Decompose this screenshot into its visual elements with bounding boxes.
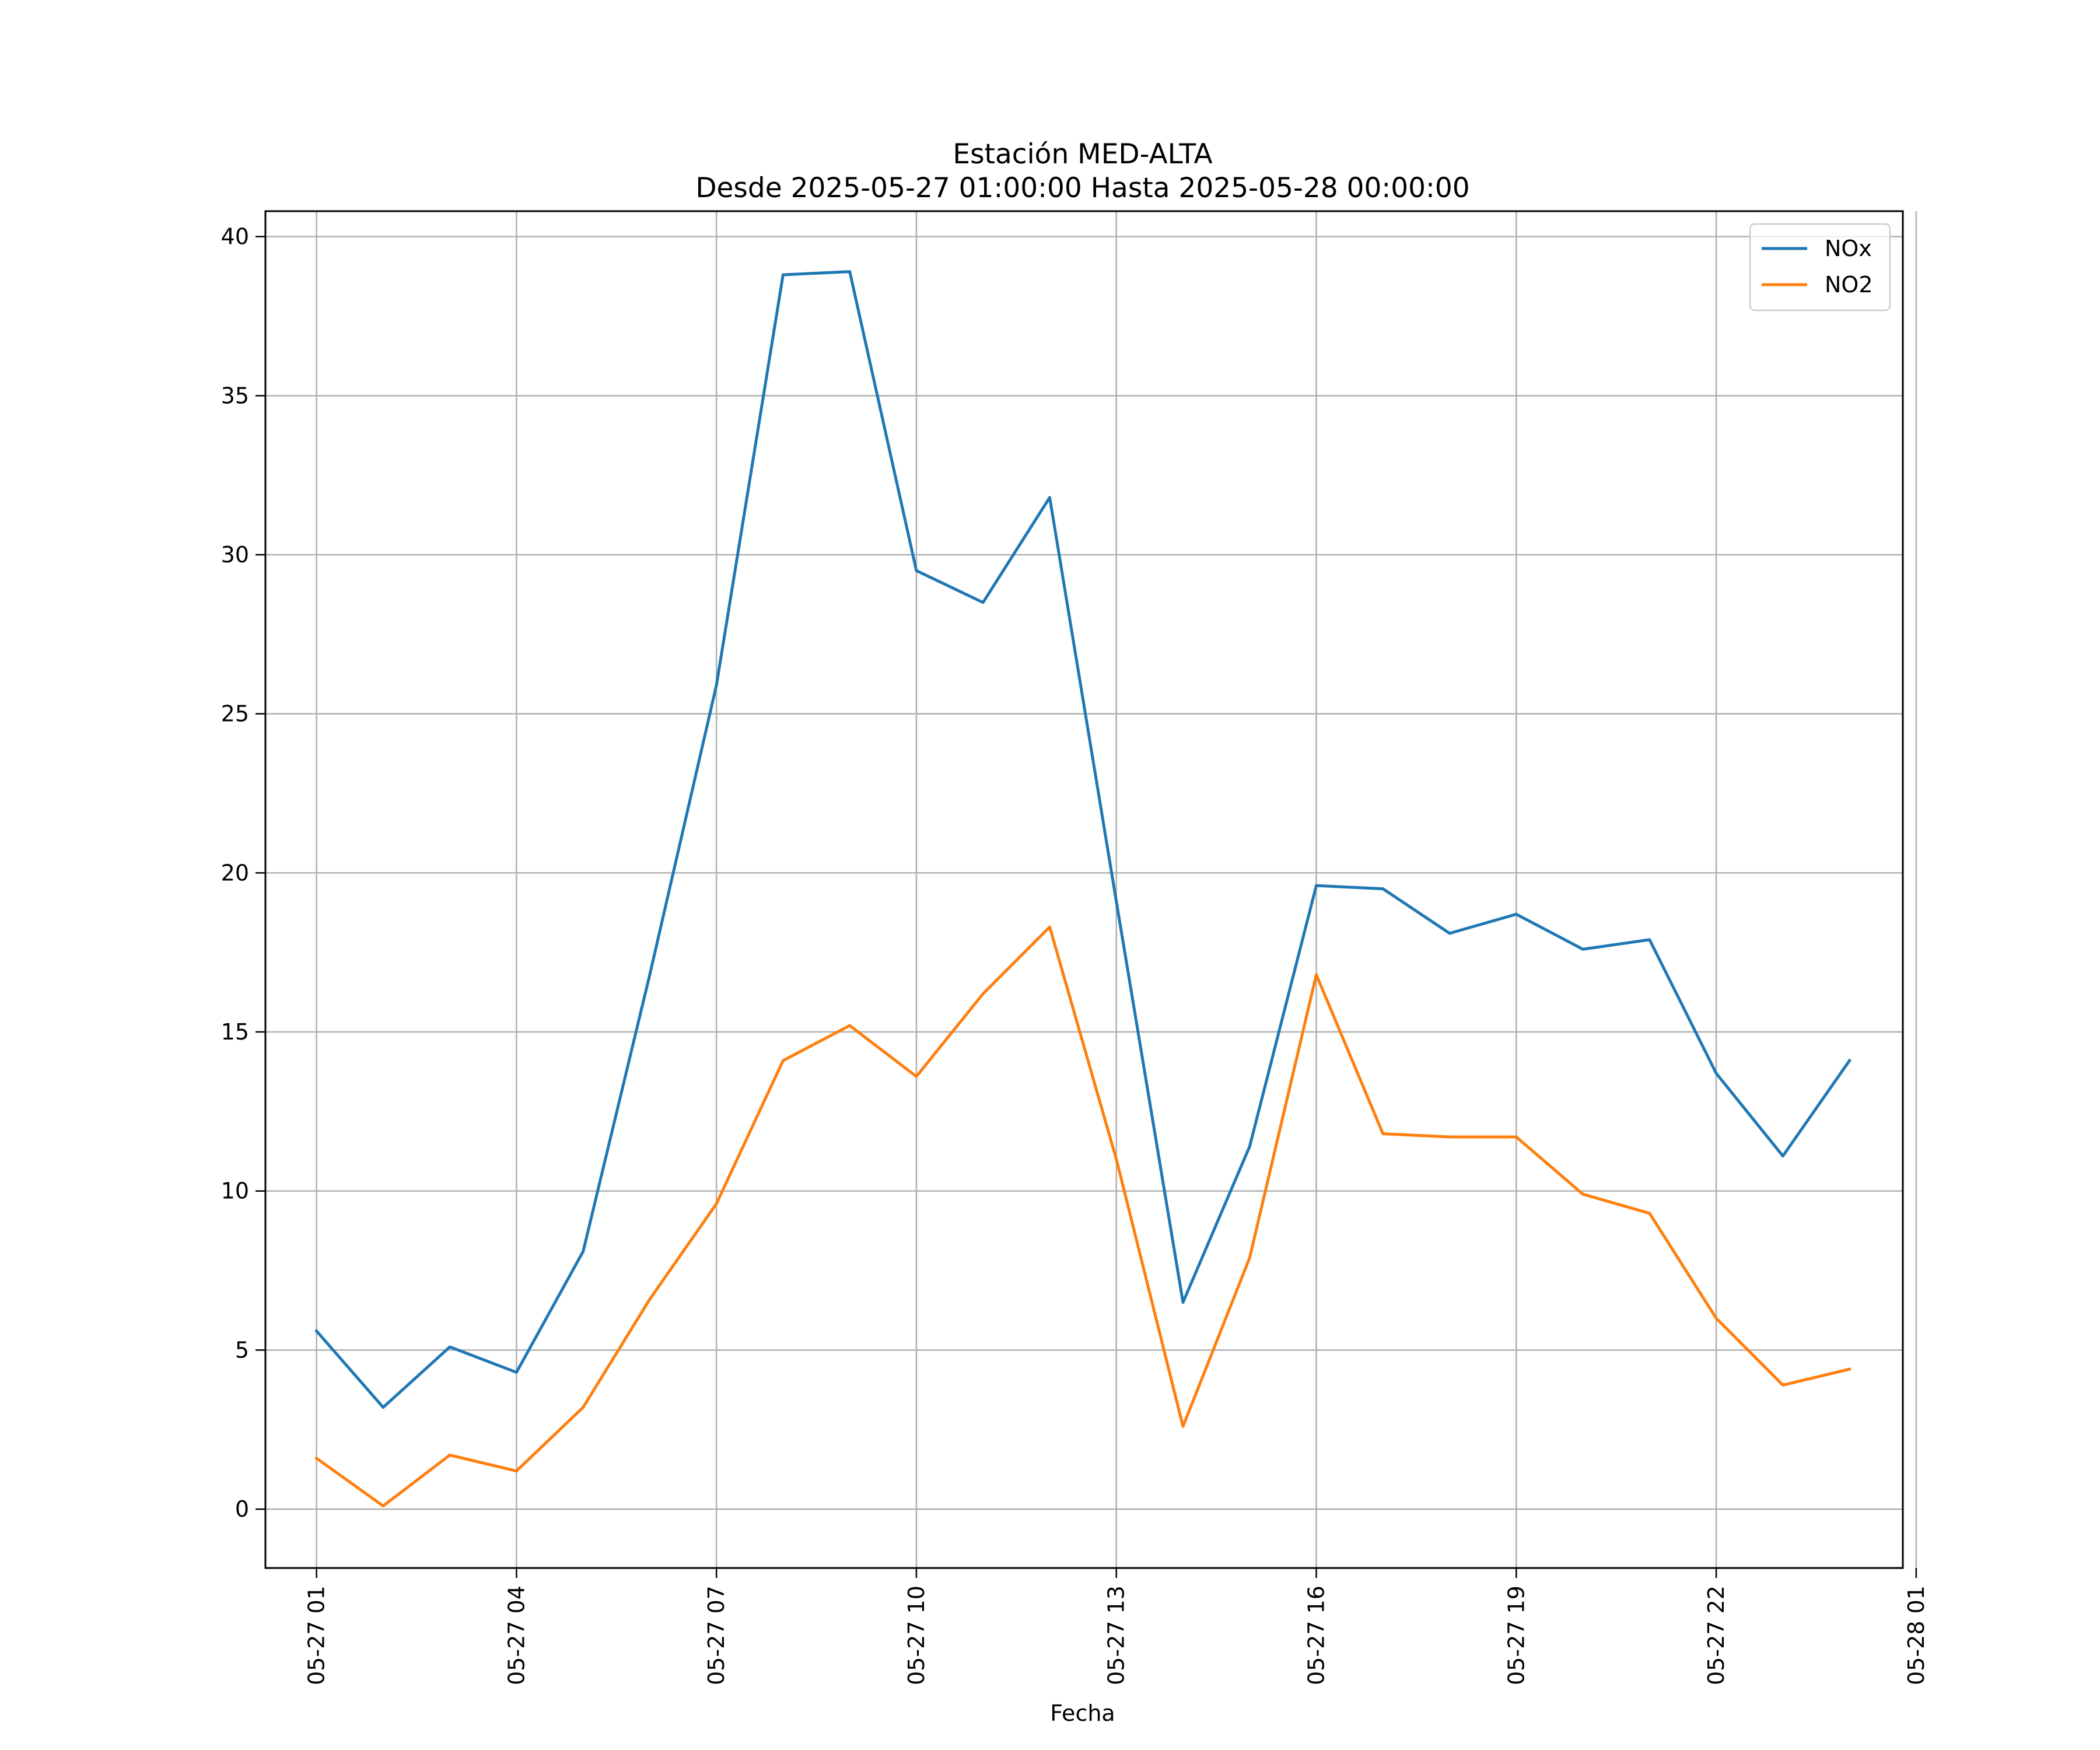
- y-tick-label: 35: [221, 383, 249, 408]
- y-tick-label: 5: [235, 1337, 249, 1363]
- chart-title: Estación MED-ALTA: [953, 138, 1212, 170]
- x-tick-label: 05-28 01: [1903, 1586, 1929, 1685]
- y-tick-label: 30: [221, 542, 249, 568]
- legend: NOx NO2: [1749, 223, 1891, 312]
- y-tick-label: 0: [235, 1496, 249, 1522]
- y-tick-label: 25: [221, 701, 249, 727]
- x-tick-label: 05-27 01: [304, 1586, 330, 1685]
- series-lines: [314, 270, 1852, 1508]
- series-line-no2: [314, 925, 1852, 1508]
- x-tick-label: 05-27 07: [704, 1586, 729, 1685]
- x-tick-label: 05-27 16: [1304, 1586, 1329, 1685]
- x-tick-label: 05-27 13: [1104, 1586, 1129, 1685]
- series-line-nox: [314, 270, 1852, 1409]
- plot-frame: [264, 210, 1904, 1569]
- legend-label-no2: NO2: [1825, 272, 1873, 298]
- y-tick-label: 15: [221, 1019, 249, 1045]
- legend-box: [1749, 223, 1891, 312]
- ticks: 05-27 01 05-27 04 05-27 07 05-27 10 05-27 13…: [221, 224, 1929, 1685]
- y-tick-label: 40: [221, 224, 249, 250]
- x-tick-label: 05-27 22: [1703, 1586, 1729, 1685]
- x-axis-label: Fecha: [1050, 1700, 1115, 1726]
- y-tick-label: 10: [221, 1178, 249, 1204]
- x-tick-label: 05-27 19: [1503, 1586, 1529, 1685]
- x-tick-label: 05-27 04: [503, 1586, 529, 1685]
- chart-subtitle: Desde 2025-05-27 01:00:00 Hasta 2025-05-…: [695, 172, 1469, 204]
- y-tick-label: 20: [221, 860, 249, 886]
- x-tick-label: 05-27 10: [904, 1586, 929, 1685]
- legend-label-nox: NOx: [1825, 236, 1872, 261]
